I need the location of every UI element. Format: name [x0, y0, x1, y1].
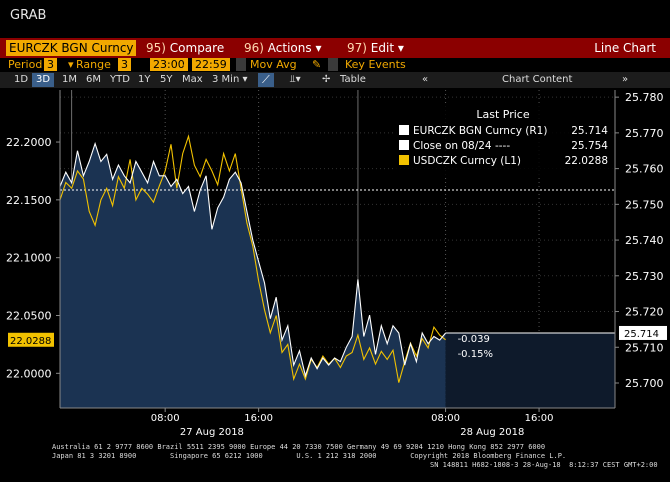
- pencil-icon[interactable]: ✎: [312, 58, 322, 71]
- legend-swatch: [399, 155, 409, 165]
- left-tick-label: 22.0500: [6, 309, 52, 322]
- chart-type-label[interactable]: Line Chart: [594, 41, 656, 55]
- axes: 22.2000 22.1500 22.1000 22.0500 22.0000 22.02…: [6, 90, 667, 438]
- right-tick-label: 25.750: [625, 198, 664, 211]
- right-last-label: 25.714: [624, 329, 659, 340]
- right-tick-label: 25.770: [625, 127, 664, 140]
- edit-label: Edit: [370, 41, 395, 55]
- legend-entry-value: 22.0288: [565, 155, 608, 167]
- x-tick-label: 16:00: [525, 413, 554, 424]
- compare-button[interactable]: 95) Compare: [146, 40, 224, 56]
- compare-label: Compare: [169, 41, 225, 55]
- right-last-box: [619, 325, 667, 340]
- actions-dropdown-icon: ▾: [315, 41, 322, 55]
- edit-num: 97): [347, 41, 367, 55]
- x-date-label: 27 Aug 2018: [180, 427, 244, 438]
- left-tick-label: 22.1000: [6, 252, 52, 265]
- range-button-1y[interactable]: 1Y: [138, 74, 151, 85]
- interval-label: 3 Min: [212, 74, 240, 85]
- legend-title: Last Price: [476, 108, 529, 121]
- legend-entry-name: Close on 08/24 ----: [413, 140, 510, 152]
- mov-avg-checkbox[interactable]: [236, 58, 246, 71]
- range-button-3d[interactable]: 3D: [32, 73, 55, 87]
- range-button-5y[interactable]: 5Y: [160, 74, 173, 85]
- change-abs: -0.039: [458, 334, 490, 345]
- range-button-1d[interactable]: 1D: [14, 74, 29, 85]
- table-button[interactable]: Table: [340, 74, 366, 85]
- compare-num: 95): [146, 41, 166, 55]
- right-tick-label: 25.760: [625, 163, 664, 176]
- security-field[interactable]: EURCZK BGN Curncy: [6, 40, 136, 56]
- time-to-field[interactable]: 22:59: [192, 58, 230, 71]
- x-tick-label: 08:00: [151, 413, 180, 424]
- legend-entry-value: 25.754: [571, 140, 608, 152]
- legend: Last Price EURCZK BGN Curncy (R1) 25.714 Cl…: [393, 106, 613, 178]
- edit-dropdown-icon: ▾: [397, 41, 404, 55]
- key-events-checkbox[interactable]: [328, 58, 338, 71]
- series-lines: -0.039 -0.15%: [59, 134, 615, 383]
- line-style-icon[interactable]: ⟋: [258, 73, 274, 87]
- right-tick-label: 25.710: [625, 341, 664, 354]
- series-line-eurczk: [59, 141, 447, 378]
- period-dropdown-icon[interactable]: ▾: [68, 58, 74, 71]
- x-tick-label: 16:00: [244, 413, 273, 424]
- left-tick-label: 22.0000: [6, 367, 52, 380]
- footer-contacts-2: Japan 81 3 3201 8900 Singapore 65 6212 1…: [52, 452, 567, 460]
- right-tick-label: 25.780: [625, 91, 664, 104]
- mov-avg-label[interactable]: Mov Avg: [250, 58, 297, 71]
- footer-contacts: Australia 61 2 9777 8600 Brazil 5511 239…: [52, 443, 546, 451]
- range-button-ytd[interactable]: YTD: [110, 74, 130, 85]
- bar-style-icon[interactable]: ⫫▾: [290, 74, 301, 85]
- left-tick-label: 22.1500: [6, 194, 52, 207]
- range-label: Range: [76, 58, 111, 71]
- legend-swatch: [399, 140, 409, 150]
- chart-content-label[interactable]: Chart Content: [502, 74, 573, 85]
- actions-button[interactable]: 96) Actions ▾: [244, 40, 321, 56]
- expand-right-icon[interactable]: »: [622, 74, 629, 85]
- legend-background: [393, 106, 613, 178]
- period-label: Period: [8, 58, 43, 71]
- legend-entry-name: EURCZK BGN Curncy (R1): [413, 125, 547, 137]
- range-field[interactable]: 3: [118, 58, 131, 71]
- last-value-band: [445, 332, 615, 408]
- range-dash: -: [182, 58, 186, 71]
- footer-session: SN 148811 H682-1808-3 28-Aug-18 8:12:37 …: [430, 461, 658, 469]
- left-last-box: [8, 332, 54, 347]
- chart-svg: -0.039 -0.15% 22.2000 22.1500 22.1000 22.050…: [6, 90, 667, 438]
- right-tick-label: 25.740: [625, 234, 664, 247]
- legend-entry-name: USDCZK Curncy (L1): [413, 155, 521, 167]
- crosshair-icon[interactable]: ✢: [322, 74, 331, 85]
- legend-entry-value: 25.714: [571, 125, 608, 137]
- range-toolbar: [0, 72, 670, 88]
- right-tick-label: 25.720: [625, 306, 664, 319]
- interval-dropdown[interactable]: 3 Min ▾: [212, 74, 248, 85]
- left-last-label: 22.0288: [10, 336, 51, 347]
- range-button-1m[interactable]: 1M: [62, 74, 77, 85]
- left-tick-label: 22.2000: [6, 136, 52, 149]
- legend-swatch: [399, 125, 409, 135]
- edit-button[interactable]: 97) Edit ▾: [347, 40, 404, 56]
- range-button-6m[interactable]: 6M: [86, 74, 101, 85]
- time-from-field[interactable]: 23:00: [150, 58, 188, 71]
- right-tick-label: 25.730: [625, 270, 664, 283]
- function-toolbar: [0, 38, 670, 58]
- x-tick-label: 08:00: [431, 413, 460, 424]
- period-field[interactable]: 3: [44, 58, 57, 71]
- collapse-left-icon[interactable]: «: [422, 74, 429, 85]
- key-events-label[interactable]: Key Events: [345, 58, 406, 71]
- actions-label: Actions: [267, 41, 312, 55]
- change-pct: -0.15%: [458, 349, 493, 360]
- right-tick-label: 25.700: [625, 377, 664, 390]
- actions-num: 96): [244, 41, 264, 55]
- series-line-usdczk: [59, 134, 446, 383]
- x-date-label: 28 Aug 2018: [460, 427, 524, 438]
- window-title: GRAB: [10, 8, 47, 23]
- range-button-max[interactable]: Max: [182, 74, 203, 85]
